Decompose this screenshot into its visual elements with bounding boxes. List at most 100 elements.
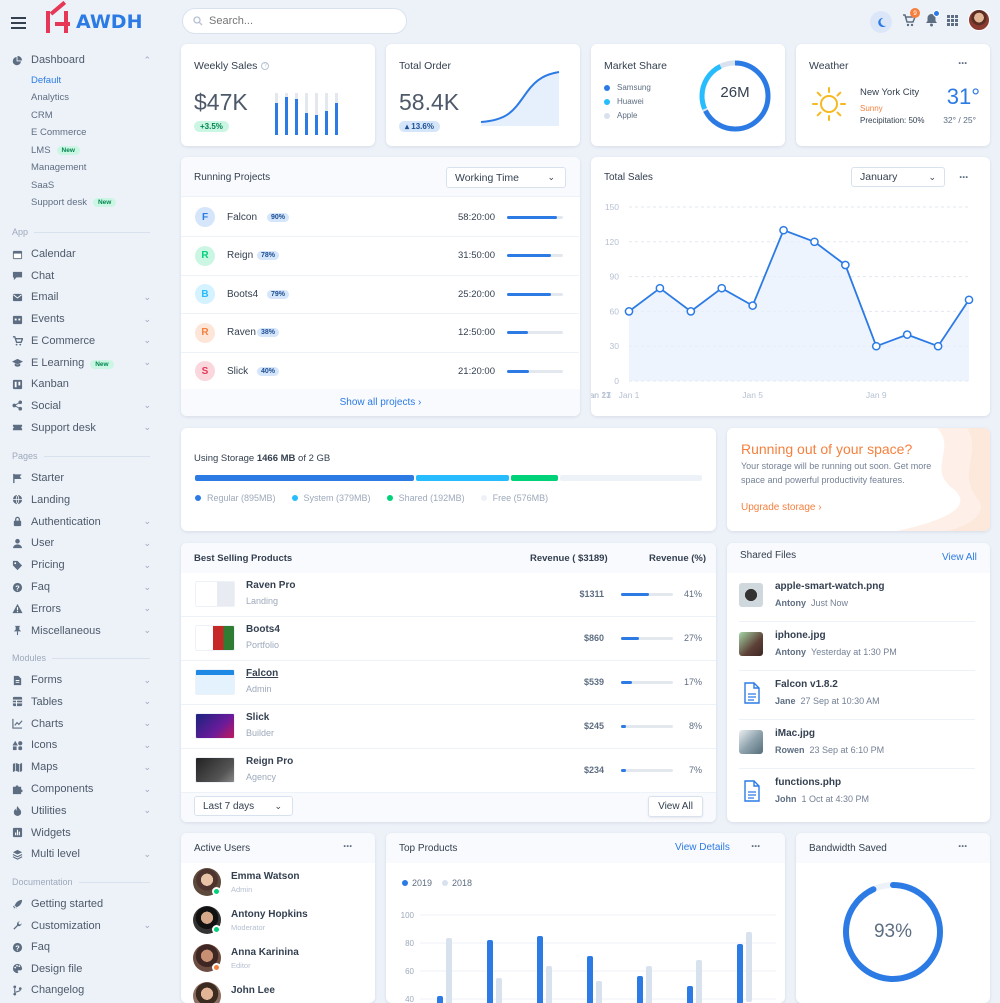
user-name[interactable]: Anna Karinina	[231, 947, 299, 958]
project-row[interactable]: R Raven 38% 12:50:00	[181, 314, 579, 353]
more-options-icon[interactable]: ···	[751, 839, 761, 853]
user-avatar[interactable]	[968, 9, 990, 31]
active-user-row[interactable]: Anna Karinina Editor	[193, 944, 373, 982]
show-all-projects-link[interactable]: Show all projects ›	[181, 389, 580, 416]
month-select[interactable]: January ⌄	[851, 167, 945, 187]
product-row[interactable]: Boots4 Portfolio $860 27%	[181, 617, 716, 661]
sidebar-item-e-commerce[interactable]: E Commerce ⌄	[12, 333, 151, 349]
working-time-select[interactable]: Working Time ⌄	[446, 167, 566, 188]
sidebar-item-starter[interactable]: Starter	[12, 470, 151, 486]
file-row[interactable]: apple-smart-watch.png Antony Just Now	[739, 573, 975, 622]
file-row[interactable]: iphone.jpg Antony Yesterday at 1:30 PM	[739, 622, 975, 671]
user-name[interactable]: Antony Hopkins	[231, 909, 308, 920]
sidebar-item-miscellaneous[interactable]: Miscellaneous ⌄	[12, 623, 151, 639]
menu-toggle-icon[interactable]	[11, 17, 26, 29]
product-name[interactable]: Falcon	[246, 668, 279, 679]
sidebar-item-kanban[interactable]: Kanban	[12, 376, 151, 392]
sidebar-item-faq[interactable]: ? Faq	[12, 939, 151, 955]
active-user-row[interactable]: Antony Hopkins Moderator	[193, 906, 373, 944]
sidebar-item-social[interactable]: Social ⌄	[12, 398, 151, 414]
lock-icon	[12, 516, 23, 527]
file-name[interactable]: Falcon v1.8.2	[775, 679, 838, 690]
file-name[interactable]: apple-smart-watch.png	[775, 581, 885, 592]
sidebar-item-getting-started[interactable]: Getting started	[12, 896, 151, 912]
sidebar-subitem-saas[interactable]: SaaS	[31, 179, 55, 191]
sidebar-item-pricing[interactable]: Pricing ⌄	[12, 557, 151, 573]
sidebar-item-charts[interactable]: Charts ⌄	[12, 716, 151, 732]
product-row[interactable]: Reign Pro Agency $234 7%	[181, 749, 716, 793]
sidebar-item-errors[interactable]: Errors ⌄	[12, 601, 151, 617]
sidebar-item-design-file[interactable]: Design file	[12, 961, 151, 977]
product-name[interactable]: Slick	[246, 712, 270, 723]
file-name[interactable]: iphone.jpg	[775, 630, 826, 641]
sidebar-subitem-analytics[interactable]: Analytics	[31, 92, 70, 103]
sidebar-item-tables[interactable]: Tables ⌄	[12, 694, 151, 710]
file-row[interactable]: Falcon v1.8.2 Jane 27 Sep at 10:30 AM	[739, 671, 975, 720]
sidebar-subitem-management[interactable]: Management	[31, 162, 87, 173]
sidebar-item-maps[interactable]: Maps ⌄	[12, 759, 151, 775]
shared-files-view-all-link[interactable]: View All	[942, 552, 977, 563]
sidebar-item-components[interactable]: Components ⌄	[12, 781, 151, 797]
search-box[interactable]	[182, 8, 407, 34]
logo[interactable]: AWDH	[44, 0, 142, 36]
user-name[interactable]: John Lee	[231, 985, 275, 996]
sidebar-item-widgets[interactable]: Widgets	[12, 825, 151, 841]
sidebar-subitem-crm[interactable]: CRM	[31, 109, 53, 121]
product-row[interactable]: Falcon Admin $539 17%	[181, 661, 716, 705]
product-name[interactable]: Reign Pro	[246, 756, 294, 767]
sidebar-subitem-e-commerce[interactable]: E Commerce	[31, 127, 87, 138]
view-details-link[interactable]: View Details	[675, 842, 730, 853]
sidebar-item-customization[interactable]: Customization ⌄	[12, 918, 151, 934]
project-row[interactable]: S Slick 40% 21:20:00	[181, 352, 579, 391]
sidebar-item-authentication[interactable]: Authentication ⌄	[12, 514, 151, 530]
cart-count-badge: 9	[910, 8, 920, 18]
file-row[interactable]: iMac.jpg Rowen 23 Sep at 6:10 PM	[739, 720, 975, 769]
user-name[interactable]: Emma Watson	[231, 871, 300, 882]
sidebar-item-chat[interactable]: Chat	[12, 268, 151, 284]
sidebar-item-calendar[interactable]: Calendar	[12, 246, 151, 262]
theme-toggle-icon[interactable]	[870, 11, 892, 33]
sidebar-item-dashboard[interactable]: Dashboard ⌃	[12, 52, 151, 68]
search-input[interactable]	[209, 15, 389, 27]
data-point	[686, 307, 696, 316]
sidebar-item-changelog[interactable]: Changelog	[12, 982, 151, 998]
project-row[interactable]: B Boots4 79% 25:20:00	[181, 275, 579, 314]
sidebar-item-faq[interactable]: ? Faq ⌄	[12, 579, 151, 595]
sidebar-subitem-support-desk[interactable]: Support desk New	[31, 197, 117, 209]
more-options-icon[interactable]: ···	[343, 839, 353, 853]
more-options-icon[interactable]: ···	[959, 170, 969, 184]
upgrade-storage-link[interactable]: Upgrade storage ›	[741, 502, 822, 513]
product-row[interactable]: Raven Pro Landing $1311 41%	[181, 573, 716, 617]
file-name[interactable]: iMac.jpg	[775, 728, 816, 739]
active-user-row[interactable]: John Lee	[193, 982, 373, 1003]
product-row[interactable]: Slick Builder $245 8%	[181, 705, 716, 749]
info-icon[interactable]: ?	[261, 62, 270, 70]
file-row[interactable]: functions.php John 1 Oct at 4:30 PM	[739, 769, 975, 818]
product-name[interactable]: Boots4	[246, 624, 280, 635]
sidebar-item-forms[interactable]: Forms ⌄	[12, 672, 151, 688]
sidebar-item-multi-level[interactable]: Multi level ⌄	[12, 846, 151, 862]
project-row[interactable]: F Falcon 90% 58:20:00	[181, 198, 579, 237]
file-name[interactable]: functions.php	[775, 777, 842, 788]
cart-icon[interactable]: 9	[902, 8, 920, 27]
product-name[interactable]: Raven Pro	[246, 580, 296, 591]
view-all-products-button[interactable]: View All	[648, 796, 703, 817]
sidebar-item-e-learning[interactable]: E Learning New ⌄	[12, 355, 151, 371]
notification-bell-icon[interactable]	[925, 10, 940, 27]
apps-grid-icon[interactable]	[947, 15, 958, 26]
sidebar-item-landing[interactable]: Landing	[12, 492, 151, 508]
sidebar-subitem-default[interactable]: Default	[31, 74, 62, 86]
project-row[interactable]: R Reign 78% 31:50:00	[181, 237, 579, 276]
active-user-row[interactable]: Emma Watson Admin	[193, 868, 373, 906]
sidebar-item-email[interactable]: Email ⌄	[12, 289, 151, 305]
sidebar-item-user[interactable]: User ⌄	[12, 535, 151, 551]
sidebar-item-events[interactable]: Events ⌄	[12, 311, 151, 327]
date-range-select[interactable]: Last 7 days ⌄	[194, 796, 293, 816]
more-options-icon[interactable]: ···	[958, 56, 968, 70]
sidebar-subitem-lms[interactable]: LMS New	[31, 144, 80, 156]
market-share-donut	[699, 60, 771, 132]
more-options-icon[interactable]: ···	[958, 839, 968, 853]
sidebar-item-support-desk[interactable]: Support desk ⌄	[12, 420, 151, 436]
sidebar-item-icons[interactable]: Icons ⌄	[12, 737, 151, 753]
sidebar-item-utilities[interactable]: Utilities ⌄	[12, 803, 151, 819]
